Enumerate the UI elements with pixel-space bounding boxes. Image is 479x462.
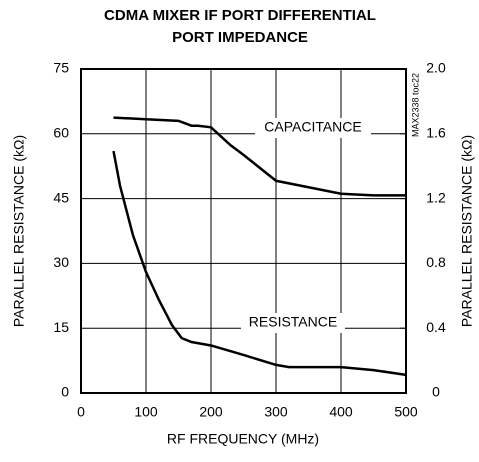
y2-tick-label: 1.2 xyxy=(426,189,446,205)
y2-axis-label: PARALLEL RESISTANCE (kΩ) xyxy=(459,135,475,327)
y-tick-label: 15 xyxy=(53,319,69,335)
y2-tick-label: 1.6 xyxy=(426,125,446,141)
line-series xyxy=(113,116,406,197)
x-tick-label: 400 xyxy=(329,404,353,420)
x-tick-label: 100 xyxy=(134,404,158,420)
label-bg xyxy=(255,118,371,138)
annotation: MAX2338 toc22 xyxy=(410,73,420,137)
chart-title: CDMA MIXER IF PORT DIFFERENTIAL xyxy=(104,7,376,24)
series-label: CAPACITANCE xyxy=(264,119,362,135)
x-axis-label: RF FREQUENCY (MHz) xyxy=(167,431,319,447)
chart-title: PORT IMPEDANCE xyxy=(172,29,308,46)
x-tick-label: 300 xyxy=(264,404,288,420)
line-series xyxy=(112,150,407,377)
y-tick-label: 45 xyxy=(53,189,69,205)
y2-tick-label: 0.8 xyxy=(426,254,446,270)
y2-tick-label: 0 xyxy=(432,384,440,400)
series-label: RESISTANCE xyxy=(249,314,337,330)
plot-frame xyxy=(80,68,407,394)
x-tick-label: 0 xyxy=(77,404,85,420)
y-tick-label: 60 xyxy=(53,125,69,141)
y-tick-label: 30 xyxy=(53,254,69,270)
y-axis-label: PARALLEL RESISTANCE (kΩ) xyxy=(11,135,27,327)
x-tick-label: 500 xyxy=(394,404,418,420)
x-tick-label: 200 xyxy=(199,404,223,420)
y-tick-label: 75 xyxy=(53,60,69,76)
label-bg xyxy=(241,313,345,333)
y2-tick-label: 2.0 xyxy=(426,60,446,76)
y2-tick-label: 0.4 xyxy=(426,319,446,335)
y-tick-label: 0 xyxy=(61,384,69,400)
